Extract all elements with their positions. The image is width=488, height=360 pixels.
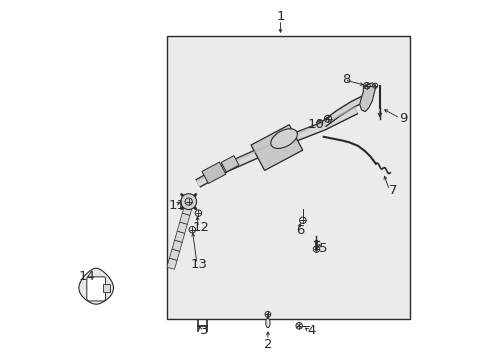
Polygon shape bbox=[177, 222, 187, 233]
Ellipse shape bbox=[270, 129, 297, 148]
Polygon shape bbox=[180, 213, 189, 224]
Polygon shape bbox=[221, 156, 239, 172]
Polygon shape bbox=[166, 258, 177, 269]
Text: 3: 3 bbox=[200, 324, 208, 337]
Ellipse shape bbox=[265, 318, 269, 328]
Text: 12: 12 bbox=[192, 221, 209, 234]
Text: 14: 14 bbox=[78, 270, 95, 283]
Text: 11: 11 bbox=[168, 199, 185, 212]
Polygon shape bbox=[359, 83, 375, 112]
Text: 1: 1 bbox=[276, 10, 284, 23]
Text: 8: 8 bbox=[342, 73, 350, 86]
Text: 13: 13 bbox=[191, 258, 207, 271]
Polygon shape bbox=[202, 162, 225, 184]
Bar bbox=[103, 284, 110, 292]
Text: 6: 6 bbox=[296, 224, 304, 237]
Text: 5: 5 bbox=[318, 242, 326, 255]
Polygon shape bbox=[250, 125, 302, 170]
Text: 10: 10 bbox=[307, 118, 324, 131]
Text: 2: 2 bbox=[263, 338, 272, 351]
Bar bbox=[167, 36, 409, 319]
Circle shape bbox=[181, 194, 196, 210]
Polygon shape bbox=[172, 240, 182, 251]
Polygon shape bbox=[174, 231, 184, 242]
Text: 4: 4 bbox=[306, 324, 315, 337]
Polygon shape bbox=[182, 204, 192, 215]
Text: 9: 9 bbox=[399, 112, 407, 125]
Text: 7: 7 bbox=[388, 184, 396, 197]
Polygon shape bbox=[79, 268, 113, 304]
Polygon shape bbox=[169, 249, 179, 260]
FancyBboxPatch shape bbox=[87, 277, 105, 301]
